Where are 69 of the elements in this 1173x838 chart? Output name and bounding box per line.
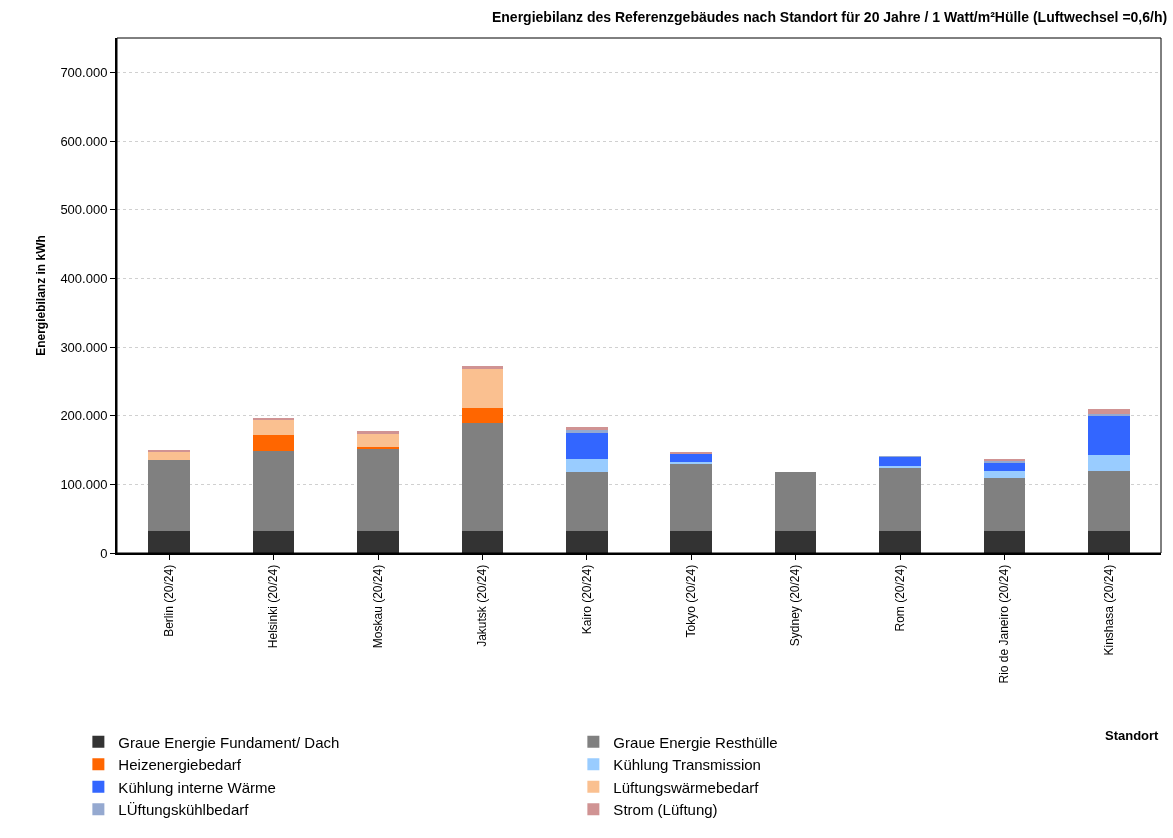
chart-title: Energiebilanz des Referenzgebäudes nach Standort für 20 Jahre / 1 Watt/m²Hülle (Luftwechsel =0,6/h) <box>491 9 1168 26</box>
x-tick-label: Rom (20/24) <box>892 564 907 632</box>
bar <box>1087 455 1130 472</box>
bar <box>774 471 817 532</box>
bar <box>1087 531 1130 553</box>
x-tick-label: Helsinki (20/24) <box>266 564 281 649</box>
y-tick-label: 500.000 <box>60 202 108 218</box>
bar <box>774 531 817 553</box>
bar <box>1087 409 1130 414</box>
bar <box>565 531 608 553</box>
bar <box>357 449 399 532</box>
bar <box>357 431 399 434</box>
bar <box>148 450 191 453</box>
bar <box>252 451 295 532</box>
x-tick-label: Moskau (20/24) <box>370 564 385 649</box>
bar <box>252 420 295 435</box>
bar <box>879 456 921 466</box>
x-tick-label: Sydney (20/24) <box>788 564 803 647</box>
bar <box>461 408 504 424</box>
y-axis-title: Energiebilanz in kWh <box>34 235 49 356</box>
bar <box>1087 413 1130 416</box>
y-tick-label: 300.000 <box>60 339 108 355</box>
y-tick-label: 100.000 <box>60 476 108 492</box>
x-tick-label: Berlin (20/24) <box>162 564 177 637</box>
legend-label: Kühlung interne Wärme <box>118 778 276 796</box>
bar <box>879 465 921 468</box>
bar <box>252 434 295 452</box>
legend-label: Heizenergiebedarf <box>118 756 242 774</box>
bar <box>565 432 608 459</box>
x-tick-label: Rio de Janeiro (20/24) <box>997 564 1012 684</box>
bar <box>148 452 191 460</box>
x-tick-label: Tokyo (20/24) <box>684 564 699 638</box>
legend-label: Graue Energie Resthülle <box>613 733 778 751</box>
bar <box>670 464 713 532</box>
y-tick-label: 400.000 <box>60 270 108 286</box>
legend-label: Kühlung Transmission <box>613 756 761 774</box>
x-axis-title: Standort <box>1105 728 1160 743</box>
bar <box>148 459 191 532</box>
bar <box>1087 415 1130 456</box>
y-tick-label: 600.000 <box>60 133 108 149</box>
bar <box>983 531 1026 553</box>
x-tick-label: Kairo (20/24) <box>579 564 594 635</box>
bar <box>879 531 921 553</box>
bar <box>670 453 713 462</box>
bar <box>252 531 295 553</box>
bar <box>879 467 921 532</box>
bar <box>565 471 608 532</box>
x-tick-label: Kinshasa (20/24) <box>1101 564 1116 656</box>
x-tick-label: Jakutsk (20/24) <box>475 564 490 647</box>
bar <box>983 478 1026 532</box>
bar <box>357 433 399 447</box>
bar <box>461 366 504 369</box>
bar <box>461 531 504 553</box>
bar <box>983 471 1026 479</box>
y-tick-label: 0 <box>100 545 108 561</box>
bar <box>252 418 295 421</box>
y-tick-label: 200.000 <box>60 408 108 424</box>
bar <box>461 368 504 409</box>
bar <box>1087 471 1130 532</box>
legend-label: LÜftungskühlbedarf <box>118 801 250 819</box>
legend-label: Graue Energie Fundament/ Dach <box>118 733 340 751</box>
y-tick-label: 700.000 <box>60 64 108 80</box>
bar <box>565 458 608 472</box>
bar <box>670 531 713 553</box>
bar <box>357 531 399 553</box>
legend-label: Strom (Lüftung) <box>613 801 718 819</box>
bar <box>461 423 504 532</box>
bar <box>148 531 191 553</box>
legend-label: Lüftungswärmebedarf <box>613 778 760 796</box>
